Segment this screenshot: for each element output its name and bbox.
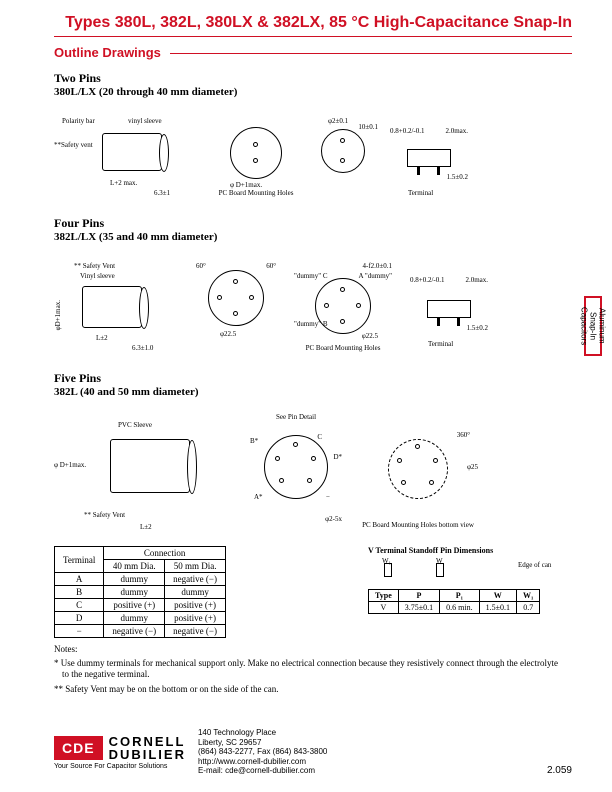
section-underline [170, 53, 572, 54]
tables-row: Terminal Connection 40 mm Dia. 50 mm Dia… [0, 546, 612, 638]
conn-th-50: 50 mm Dia. [165, 560, 226, 573]
label-dummya: A "dummy" [358, 272, 392, 280]
tagline: Your Source For Capacitor Solutions [54, 763, 186, 770]
cde-name: CORNELL DUBILIER [109, 735, 186, 761]
label-ddim-4: φD+1max. [54, 300, 62, 330]
label-ldim-5: L±2 [140, 523, 152, 531]
footer-address: 140 Technology Place Liberty, SC 29657 (… [198, 728, 327, 776]
cde-logo: CDE [54, 736, 103, 760]
label-sixty: 60° [196, 262, 206, 270]
label-pcboard-5: PC Board Mounting Holes bottom view [358, 521, 478, 529]
label-phi225: φ22.5 [362, 332, 378, 340]
label-sixty2: 60° [266, 262, 276, 270]
four-pins-title: Four Pins [54, 216, 558, 231]
notes-heading: Notes: [54, 644, 558, 656]
four-pins-subtitle: 382L/LX (35 and 40 mm diameter) [54, 231, 558, 243]
label-edge: Edge of can [518, 561, 558, 569]
pin-b: B* [250, 437, 258, 445]
label-h2: 2.0max. [445, 127, 468, 135]
note-1: * Use dummy terminals for mechanical sup… [54, 658, 558, 681]
label-pvc: PVC Sleeve [118, 421, 152, 429]
pin-c: C [317, 433, 322, 441]
label-h1: 0.8+0.2/-0.1 [390, 127, 424, 135]
note-2: ** Safety Vent may be on the bottom or o… [54, 684, 558, 696]
label-ddim-5: φ D+1max. [54, 461, 86, 469]
label-pcboard-4: PC Board Mounting Holes [288, 344, 398, 352]
label-h3-4: 1.5±0.2 [467, 324, 488, 332]
standoff-table: Type P P₁ W W₁ V 3.75±0.1 0.6 min. 1.5±0… [368, 589, 540, 614]
label-h2-4: 2.0max. [465, 276, 488, 284]
conn-th-terminal: Terminal [55, 547, 104, 573]
pin-d: D* [333, 453, 342, 461]
label-vinyl-sleeve: vinyl sleeve [128, 117, 162, 125]
page-number: 2.059 [547, 765, 572, 776]
title-underline [54, 36, 572, 37]
label-polarity-bar: Polarity bar [62, 117, 95, 125]
label-phi22: φ22.5 [220, 330, 236, 338]
table-row: −negative (−)negative (−) [55, 625, 226, 638]
label-terminal-4: Terminal [428, 340, 453, 348]
four-pins-diagram: ** Safety Vent Vinyl sleeve φD+1max. L±2… [54, 253, 558, 361]
label-pcboard: PC Board Mounting Holes [216, 189, 296, 197]
connection-table: Terminal Connection 40 mm Dia. 50 mm Dia… [54, 546, 226, 638]
five-pins-subtitle: 382L (40 and 50 mm diameter) [54, 386, 558, 398]
conn-th-40: 40 mm Dia. [104, 560, 165, 573]
table-row: Cpositive (+)positive (+) [55, 599, 226, 612]
label-w: W [436, 557, 443, 565]
standoff-title: V Terminal Standoff Pin Dimensions [368, 546, 558, 555]
label-dummyc: "dummy" C [294, 272, 328, 280]
two-pins-subtitle: 380L/LX (20 through 40 mm diameter) [54, 86, 558, 98]
label-safety-5: ** Safety Vent [84, 511, 125, 519]
standoff-block: V Terminal Standoff Pin Dimensions W₁ W … [368, 546, 558, 614]
label-seepin: See Pin Detail [276, 413, 316, 421]
table-row: Bdummydummy [55, 586, 226, 599]
pin-a: A* [254, 493, 263, 501]
label-phi25: φ25 [467, 463, 478, 471]
label-safety-vent-4: ** Safety Vent [74, 262, 115, 270]
label-terminal: Terminal [408, 189, 433, 197]
notes: Notes: * Use dummy terminals for mechani… [0, 638, 612, 703]
table-row: Ddummypositive (+) [55, 612, 226, 625]
pin-minus: − [326, 493, 330, 501]
page-title: Types 380L, 382L, 380LX & 382LX, 85 °C H… [0, 0, 612, 36]
five-pins-heading: Five Pins 382L (40 and 50 mm diameter) [0, 369, 612, 402]
label-safety-vent: **Safety vent [54, 141, 93, 149]
four-pins-heading: Four Pins 382L/LX (35 and 40 mm diameter… [0, 214, 612, 247]
label-vinyl-4: Vinyl sleeve [80, 272, 115, 280]
label-h1-4: 0.8+0.2/-0.1 [410, 276, 444, 284]
table-row: Adummynegative (−) [55, 573, 226, 586]
label-phi2: φ2±0.1 [328, 117, 348, 125]
label-base-4: 6.3±1.0 [132, 344, 153, 352]
label-phi25x: φ2-5x [325, 515, 342, 523]
two-pins-title: Two Pins [54, 71, 558, 86]
two-pins-heading: Two Pins 380L/LX (20 through 40 mm diame… [0, 69, 612, 102]
two-pins-diagram: Polarity bar vinyl sleeve **Safety vent … [54, 108, 558, 206]
table-row: V 3.75±0.1 0.6 min. 1.5±0.1 0.7 [369, 602, 540, 614]
label-ldim-4: L±2 [96, 334, 108, 342]
side-tab: Aluminum Snap-In Capacitors [584, 296, 602, 356]
label-l-dim: L+2 max. [110, 179, 137, 187]
label-d-dim: φ D+1max. [230, 181, 262, 189]
label-ten: 10±0.1 [358, 123, 378, 131]
label-w1: W₁ [382, 557, 391, 565]
conn-th-group: Connection [104, 547, 226, 560]
footer: CDE CORNELL DUBILIER Your Source For Cap… [0, 728, 612, 776]
standoff-diagram: W₁ W Edge of can [368, 557, 558, 585]
five-pins-title: Five Pins [54, 371, 558, 386]
label-base: 6.3±1 [154, 189, 170, 197]
label-360: 360° [457, 431, 470, 439]
five-pins-diagram: PVC Sleeve φ D+1max. ** Safety Vent L±2 … [54, 408, 558, 538]
label-4phi: 4-f2.0±0.1 [362, 262, 392, 270]
label-h3: 1.5±0.2 [447, 173, 468, 181]
label-dummyb: "dummy" B [294, 320, 328, 328]
